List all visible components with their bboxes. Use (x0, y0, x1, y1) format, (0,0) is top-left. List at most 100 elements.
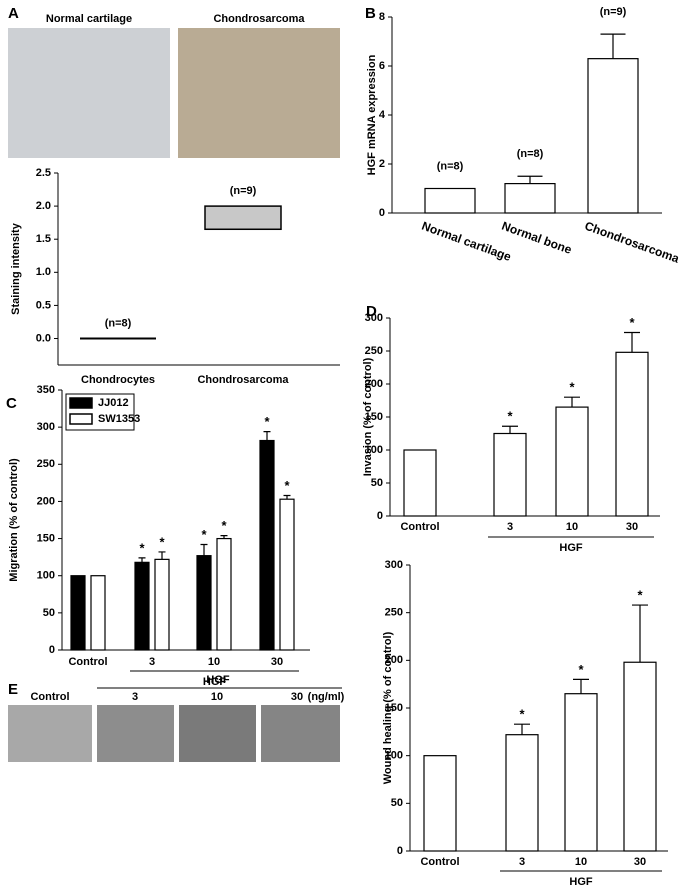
photo-chondrosarcoma (178, 28, 340, 158)
significance: * (629, 315, 635, 330)
image-title: Normal cartilage (46, 13, 132, 25)
y-tick-label: 1.5 (36, 233, 51, 245)
error-bar (517, 175, 543, 184)
y-tick-label: 2.0 (36, 200, 51, 212)
x-tick-label: 30 (271, 656, 283, 668)
photo-wound (8, 705, 92, 762)
photo-wound (261, 705, 340, 762)
y-tick-label: 0 (397, 845, 403, 857)
bar (493, 432, 527, 517)
error-bar (283, 494, 291, 500)
y-tick-label: 2.5 (36, 167, 51, 179)
x-tick-label: 3 (519, 856, 525, 868)
n-label: (n=8) (105, 317, 132, 329)
bar (134, 561, 150, 651)
error-bar (632, 604, 648, 663)
error-bar (564, 396, 580, 408)
y-tick-label: 8 (379, 11, 385, 23)
error-bar (624, 331, 640, 353)
group-label: HGF (203, 676, 227, 688)
image-label: HGF (206, 674, 230, 686)
significance: * (507, 409, 513, 424)
significance: * (159, 534, 165, 549)
significance: * (221, 518, 227, 533)
panel-letter: B (365, 5, 376, 22)
y-tick-label: 6 (379, 60, 385, 72)
panel-letter: D (366, 303, 377, 320)
y-tick-label: 0.0 (36, 332, 51, 344)
x-tick-label: Control (68, 656, 107, 668)
error-bar (200, 543, 208, 556)
bar (505, 734, 539, 852)
significance: * (569, 380, 575, 395)
significance: * (284, 478, 290, 493)
y-tick-label: 250 (385, 607, 403, 619)
y-tick-label: 50 (371, 477, 383, 489)
error-bar (573, 678, 589, 694)
error-bar (514, 723, 530, 735)
bar (90, 575, 106, 651)
y-tick-label: 200 (365, 378, 383, 390)
image-title: Chondrosarcoma (213, 13, 305, 25)
bar (623, 661, 657, 852)
image-label: 10 (211, 691, 223, 703)
y-tick-label: 250 (365, 345, 383, 357)
n-label: (n=8) (517, 148, 544, 160)
bar (564, 693, 598, 852)
bar (504, 183, 556, 214)
image-label: 30 (291, 691, 303, 703)
y-tick-label: 150 (385, 702, 403, 714)
n-label: (n=9) (600, 6, 627, 18)
bar (279, 498, 295, 651)
panel-letter: C (6, 395, 17, 412)
error-bar (600, 33, 626, 59)
bar (70, 575, 86, 651)
significance: * (264, 414, 270, 429)
y-tick-label: 300 (365, 312, 383, 324)
y-axis-label: Staining intensity (10, 222, 22, 315)
y-tick-label: 4 (379, 109, 386, 121)
legend-swatch (69, 397, 93, 409)
y-tick-label: 2 (379, 158, 385, 170)
panel-letter: A (8, 5, 19, 22)
x-tick-label: 10 (566, 521, 578, 533)
significance: * (637, 587, 643, 602)
error-bar (220, 535, 228, 539)
legend-box (65, 393, 135, 431)
error-bar (158, 551, 166, 560)
y-tick-label: 100 (37, 570, 55, 582)
image-label: (ng/ml) (308, 691, 345, 703)
legend-label: JJ012 (98, 397, 129, 409)
y-tick-label: 0 (377, 510, 383, 522)
y-axis-label: Invasion (% of control) (362, 357, 374, 476)
bar (587, 58, 639, 214)
y-tick-label: 150 (37, 532, 55, 544)
y-tick-label: 100 (385, 750, 403, 762)
image-label: 3 (132, 691, 138, 703)
n-label: (n=9) (230, 185, 257, 197)
significance: * (519, 707, 525, 722)
x-tick-label: 10 (575, 856, 587, 868)
bar (555, 406, 589, 517)
significance: * (201, 527, 207, 542)
x-tick-label: 30 (626, 521, 638, 533)
y-tick-label: 0 (379, 207, 385, 219)
group-label: HGF (569, 876, 593, 886)
y-tick-label: 200 (385, 654, 403, 666)
legend-swatch (69, 413, 93, 425)
bar (216, 537, 232, 651)
photo-normal-cartilage (8, 28, 170, 158)
x-tick-label: 3 (149, 656, 155, 668)
panel-letter: E (8, 681, 18, 698)
error-bar (263, 431, 271, 441)
error-bar (138, 557, 146, 563)
bar (615, 351, 649, 517)
bar (424, 187, 476, 214)
y-axis-label: Wound healing (% of control) (382, 631, 394, 784)
y-tick-label: 50 (391, 797, 403, 809)
y-tick-label: 0.5 (36, 299, 51, 311)
photo-wound (179, 705, 256, 762)
y-tick-label: 150 (365, 411, 383, 423)
x-tick-label: Chondrosarcoma (197, 374, 289, 386)
